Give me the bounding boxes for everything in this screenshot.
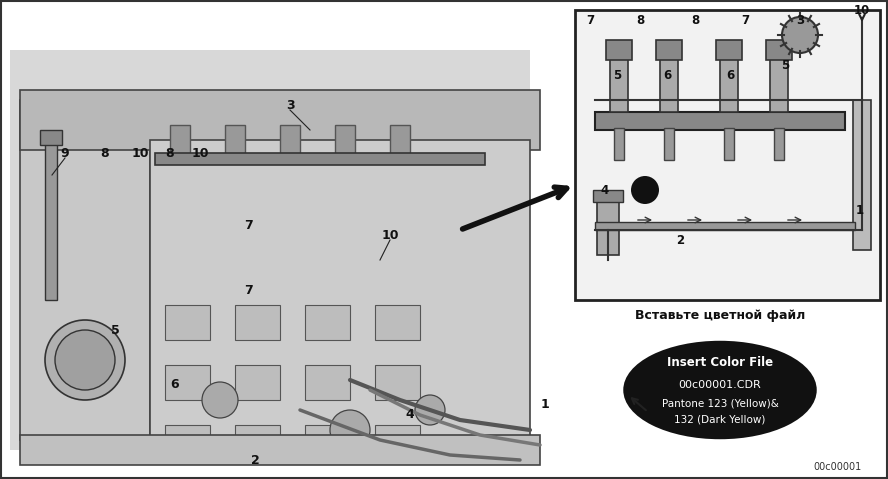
Text: 00c00001: 00c00001 — [813, 462, 862, 472]
Bar — [165, 365, 210, 400]
Bar — [235, 365, 280, 400]
Text: 10: 10 — [381, 228, 399, 241]
Bar — [660, 57, 678, 112]
Bar — [593, 190, 623, 202]
Bar — [853, 100, 871, 250]
Text: 9: 9 — [60, 147, 69, 160]
Text: 10: 10 — [191, 147, 209, 160]
Bar — [774, 128, 784, 160]
Text: 6: 6 — [170, 378, 179, 391]
Bar — [235, 425, 280, 460]
Bar — [375, 305, 420, 340]
Circle shape — [415, 395, 445, 425]
Bar — [45, 140, 57, 300]
Bar — [664, 128, 674, 160]
Bar — [656, 40, 682, 60]
Text: 5: 5 — [781, 58, 789, 71]
Bar — [766, 40, 792, 60]
Circle shape — [55, 330, 115, 390]
Text: 2: 2 — [250, 454, 259, 467]
Bar — [305, 305, 350, 340]
Text: 7: 7 — [586, 13, 594, 26]
Bar — [724, 128, 734, 160]
Bar — [155, 153, 485, 165]
Bar — [390, 125, 410, 155]
Bar — [716, 40, 742, 60]
Bar — [10, 50, 530, 450]
Bar — [170, 125, 190, 155]
Bar — [597, 200, 619, 255]
Bar — [375, 425, 420, 460]
Circle shape — [782, 17, 818, 53]
Text: 1: 1 — [628, 372, 637, 385]
Text: Вставьте цветной файл: Вставьте цветной файл — [635, 308, 805, 321]
Text: 5: 5 — [111, 323, 119, 337]
Bar — [595, 222, 855, 230]
Text: 6: 6 — [662, 68, 671, 81]
Text: 8: 8 — [691, 13, 699, 26]
Bar — [575, 10, 880, 300]
Text: 8: 8 — [636, 13, 644, 26]
Text: 2: 2 — [676, 233, 684, 247]
Ellipse shape — [625, 342, 815, 437]
Circle shape — [631, 176, 659, 204]
Bar — [165, 305, 210, 340]
Text: 4: 4 — [406, 409, 415, 422]
Bar — [150, 140, 530, 440]
Circle shape — [330, 410, 370, 450]
Bar — [335, 125, 355, 155]
Text: 7: 7 — [243, 218, 252, 231]
Bar — [20, 90, 540, 150]
Bar — [720, 57, 738, 112]
Bar — [20, 435, 540, 465]
Bar — [225, 125, 245, 155]
Bar — [595, 112, 845, 130]
Text: 6: 6 — [725, 68, 734, 81]
Text: 3: 3 — [286, 99, 294, 112]
Text: 8: 8 — [100, 147, 109, 160]
Bar — [20, 100, 150, 440]
Text: 10: 10 — [131, 147, 149, 160]
Text: 10: 10 — [854, 3, 870, 16]
Text: 1: 1 — [541, 399, 550, 411]
Bar — [375, 365, 420, 400]
Text: Insert Color File: Insert Color File — [667, 355, 773, 368]
Text: 3: 3 — [796, 13, 804, 26]
Bar — [606, 40, 632, 60]
Text: 00c00001.CDR: 00c00001.CDR — [678, 380, 761, 390]
Bar — [610, 57, 628, 112]
Bar — [305, 365, 350, 400]
Text: 7: 7 — [741, 13, 749, 26]
Circle shape — [202, 382, 238, 418]
Bar — [305, 425, 350, 460]
Text: 7: 7 — [243, 284, 252, 297]
Text: 132 (Dark Yellow): 132 (Dark Yellow) — [674, 415, 765, 425]
Bar — [165, 425, 210, 460]
Bar — [280, 125, 300, 155]
Bar — [770, 57, 788, 112]
Text: 1: 1 — [856, 204, 864, 217]
Bar — [235, 305, 280, 340]
Text: 5: 5 — [613, 68, 621, 81]
Circle shape — [45, 320, 125, 400]
Text: 4: 4 — [601, 183, 609, 196]
Bar — [614, 128, 624, 160]
Bar — [40, 130, 62, 145]
Text: 8: 8 — [166, 147, 174, 160]
Text: Pantone 123 (Yellow)&: Pantone 123 (Yellow)& — [662, 398, 779, 408]
